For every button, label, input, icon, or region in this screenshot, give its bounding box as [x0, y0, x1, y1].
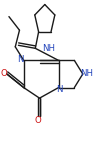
Text: NH: NH — [42, 44, 55, 53]
Text: NH: NH — [80, 69, 93, 79]
Text: N: N — [17, 55, 23, 64]
Text: O: O — [35, 116, 41, 125]
Text: N: N — [56, 85, 62, 94]
Text: O: O — [1, 69, 8, 79]
